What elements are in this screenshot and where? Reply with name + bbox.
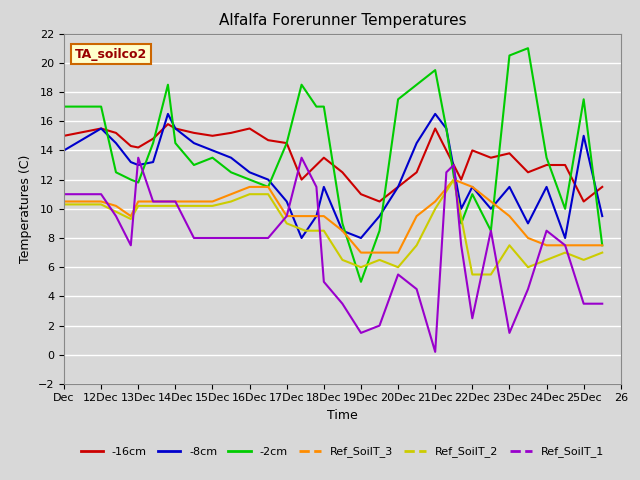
Text: TA_soilco2: TA_soilco2 [75, 48, 147, 60]
Title: Alfalfa Forerunner Temperatures: Alfalfa Forerunner Temperatures [219, 13, 466, 28]
Legend: -16cm, -8cm, -2cm, Ref_SoilT_3, Ref_SoilT_2, Ref_SoilT_1: -16cm, -8cm, -2cm, Ref_SoilT_3, Ref_Soil… [76, 442, 609, 462]
Y-axis label: Temperatures (C): Temperatures (C) [19, 155, 32, 263]
X-axis label: Time: Time [327, 408, 358, 421]
